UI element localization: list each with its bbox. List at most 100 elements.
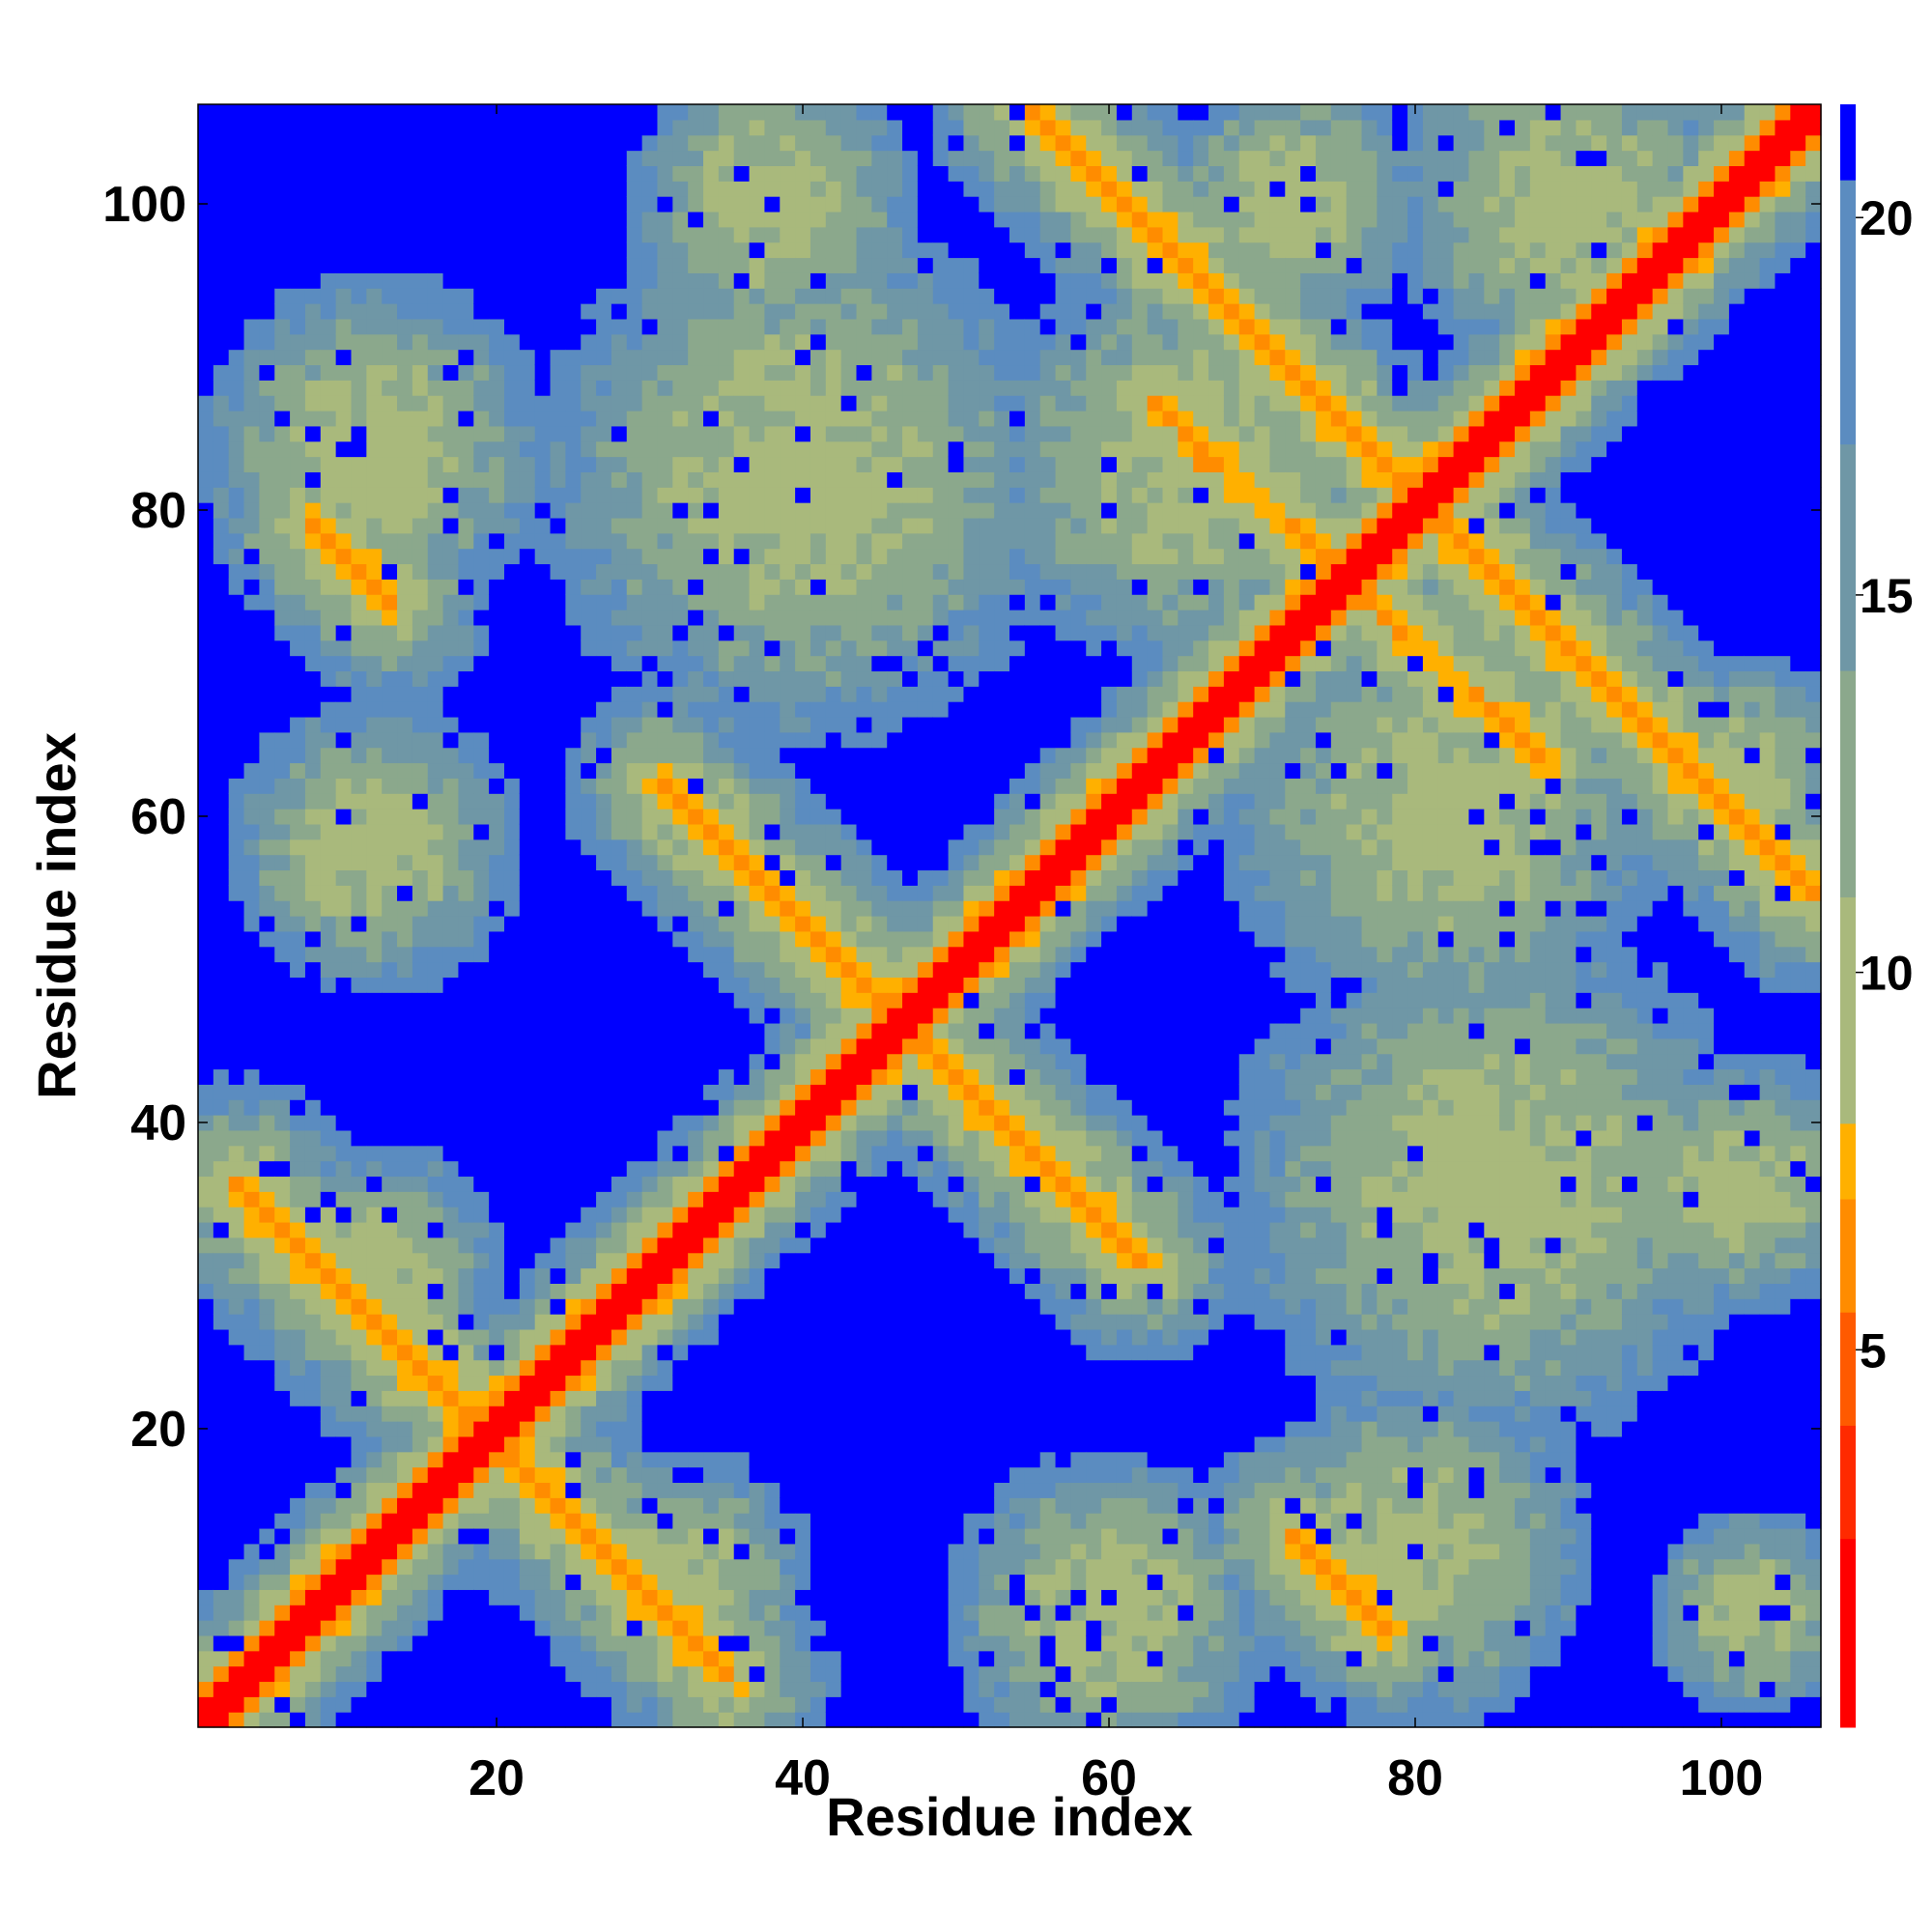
heatmap-cell	[412, 1283, 429, 1299]
heatmap-cell	[611, 349, 628, 366]
heatmap-cell	[581, 532, 597, 550]
heatmap-cell	[902, 885, 919, 901]
heatmap-cell	[442, 670, 460, 687]
heatmap-cell	[366, 639, 383, 657]
heatmap-cell	[825, 1681, 842, 1697]
heatmap-cell	[902, 211, 919, 228]
heatmap-cell	[442, 1207, 460, 1223]
heatmap-cell	[825, 701, 842, 718]
heatmap-cell	[718, 1681, 735, 1697]
heatmap-cell	[856, 548, 872, 565]
heatmap-cell	[611, 333, 628, 351]
heatmap-cell	[657, 1665, 673, 1683]
heatmap-cell	[503, 701, 521, 718]
heatmap-cell	[228, 211, 245, 228]
heatmap-cell	[840, 1543, 858, 1560]
heatmap-cell	[840, 1406, 858, 1422]
heatmap-cell	[274, 854, 291, 871]
heatmap-cell	[320, 670, 337, 687]
heatmap-cell	[366, 701, 383, 718]
heatmap-cell	[335, 916, 353, 932]
heatmap-cell	[825, 1084, 842, 1100]
heatmap-cell	[871, 885, 888, 901]
heatmap-cell	[810, 885, 827, 901]
heatmap-cell	[703, 992, 720, 1009]
heatmap-cell	[198, 1497, 214, 1514]
heatmap-cell	[581, 1191, 597, 1208]
heatmap-cell	[611, 1328, 628, 1346]
heatmap-cell	[304, 1390, 322, 1406]
heatmap-cell	[442, 395, 460, 412]
heatmap-cell	[259, 900, 275, 917]
heatmap-cell	[887, 610, 903, 626]
heatmap-cell	[382, 410, 398, 427]
heatmap-cell	[304, 1696, 322, 1713]
heatmap-cell	[733, 471, 751, 488]
heatmap-cell	[565, 946, 582, 963]
heatmap-cell	[596, 1527, 612, 1545]
heatmap-cell	[626, 809, 643, 825]
heatmap-cell	[320, 1513, 337, 1529]
heatmap-cell	[764, 502, 781, 519]
heatmap-cell	[581, 1712, 597, 1728]
heatmap-cell	[397, 946, 413, 963]
heatmap-cell	[733, 395, 751, 412]
heatmap-cell	[657, 579, 673, 595]
heatmap-cell	[825, 1267, 842, 1284]
heatmap-cell	[304, 1053, 322, 1070]
heatmap-cell	[366, 1589, 383, 1605]
heatmap-cell	[427, 823, 444, 840]
heatmap-cell	[412, 303, 429, 320]
heatmap-cell	[733, 456, 751, 472]
heatmap-cell	[442, 1527, 460, 1545]
heatmap-cell	[489, 885, 505, 901]
heatmap-cell	[427, 1328, 444, 1346]
heatmap-cell	[780, 916, 796, 932]
heatmap-cell	[887, 1068, 903, 1085]
heatmap-cell	[473, 1115, 490, 1131]
heatmap-cell	[657, 440, 673, 458]
heatmap-cell	[596, 594, 612, 611]
heatmap-cell	[274, 701, 291, 718]
heatmap-cell	[581, 563, 597, 580]
heatmap-cell	[657, 1589, 673, 1605]
heatmap-cell	[565, 655, 582, 672]
heatmap-cell	[902, 1359, 919, 1377]
heatmap-cell	[718, 670, 735, 687]
heatmap-cell	[733, 1620, 751, 1636]
heatmap-cell	[473, 1665, 490, 1683]
heatmap-cell	[198, 563, 214, 580]
heatmap-cell	[290, 1145, 306, 1162]
heatmap-cell	[703, 731, 720, 749]
heatmap-cell	[611, 639, 628, 657]
heatmap-cell	[290, 487, 306, 503]
heatmap-cell	[581, 364, 597, 381]
heatmap-cell	[641, 1681, 659, 1697]
heatmap-cell	[290, 1359, 306, 1377]
heatmap-cell	[519, 1191, 536, 1208]
heatmap-cell	[596, 762, 612, 779]
heatmap-cell	[840, 1712, 858, 1728]
heatmap-cell	[641, 1037, 659, 1055]
heatmap-cell	[320, 395, 337, 412]
heatmap-cell	[581, 333, 597, 351]
heatmap-cell	[596, 793, 612, 810]
heatmap-cell	[412, 425, 429, 442]
heatmap-cell	[780, 1145, 796, 1162]
heatmap-cell	[887, 1037, 903, 1055]
heatmap-cell	[565, 809, 582, 825]
heatmap-cell	[871, 1665, 888, 1683]
heatmap-cell	[718, 1435, 735, 1453]
heatmap-cell	[534, 747, 552, 764]
heatmap-cell	[565, 425, 582, 442]
heatmap-cell	[565, 1359, 582, 1377]
heatmap-cell	[856, 992, 872, 1009]
heatmap-cell	[733, 639, 751, 657]
heatmap-cell	[351, 838, 367, 856]
heatmap-cell	[596, 1236, 612, 1254]
heatmap-cell	[243, 1451, 260, 1468]
heatmap-cell	[397, 333, 413, 351]
heatmap-cell	[489, 1634, 505, 1652]
heatmap-cell	[871, 854, 888, 871]
heatmap-cell	[810, 1207, 827, 1223]
